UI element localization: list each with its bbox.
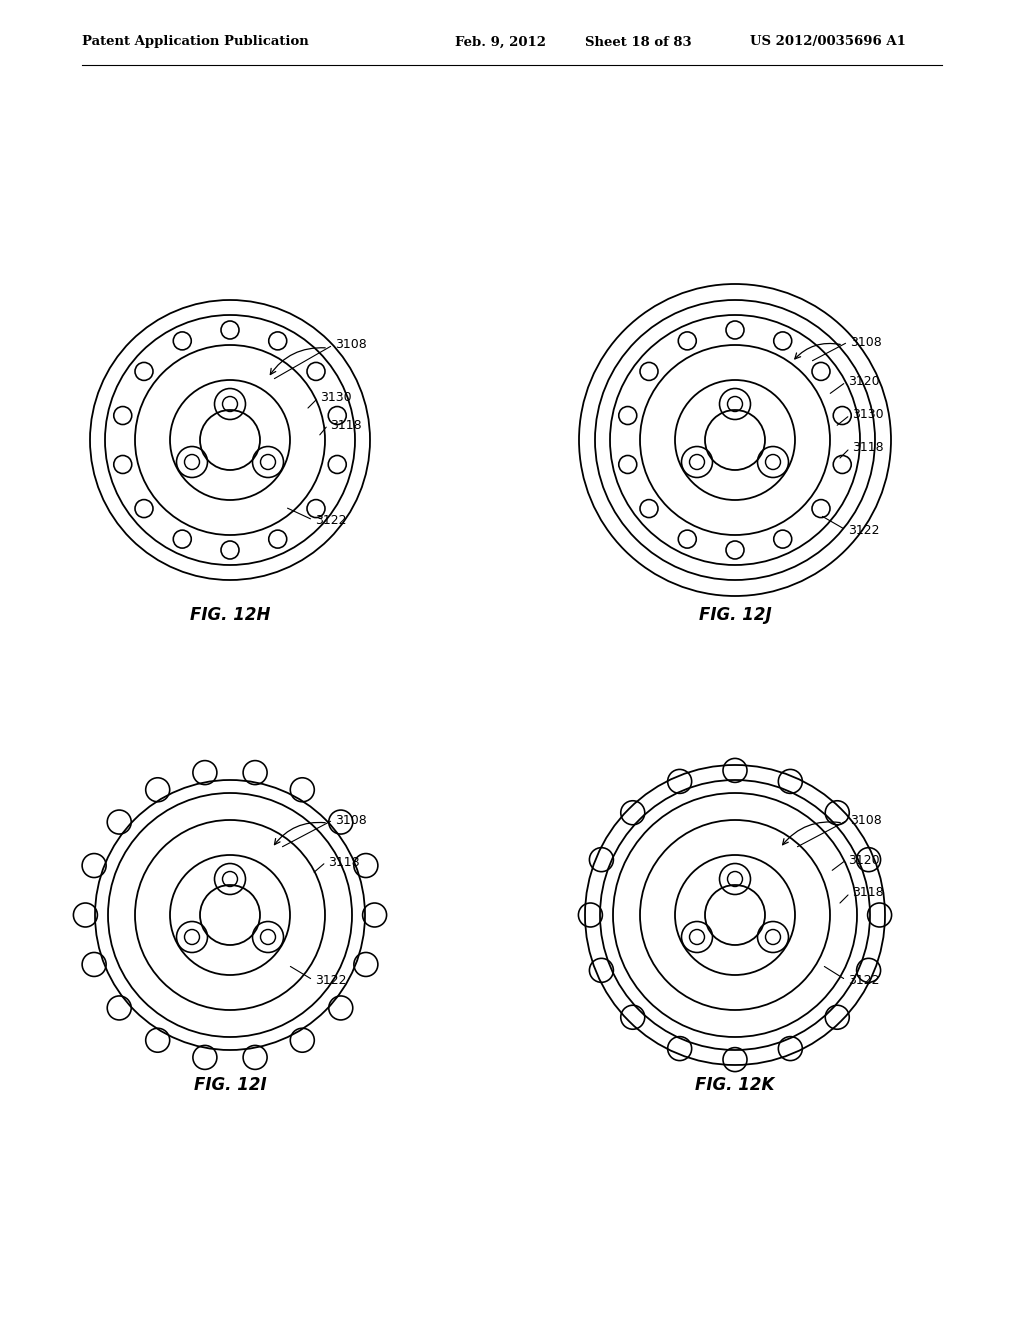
Text: FIG. 12J: FIG. 12J	[698, 606, 771, 624]
Text: 3130: 3130	[852, 408, 884, 421]
Text: 3120: 3120	[848, 854, 880, 866]
Text: 3108: 3108	[335, 813, 367, 826]
Text: FIG. 12H: FIG. 12H	[189, 606, 270, 624]
Text: Feb. 9, 2012: Feb. 9, 2012	[455, 36, 546, 49]
Text: 3118: 3118	[852, 887, 884, 899]
Text: 3108: 3108	[850, 335, 882, 348]
Text: 3130: 3130	[319, 392, 351, 404]
Text: 3118: 3118	[330, 418, 361, 432]
Text: 3122: 3122	[315, 513, 346, 527]
Text: 3118: 3118	[852, 441, 884, 454]
Text: 3122: 3122	[848, 974, 880, 986]
Text: 3122: 3122	[848, 524, 880, 536]
Text: FIG. 12I: FIG. 12I	[194, 1076, 266, 1094]
Text: FIG. 12K: FIG. 12K	[695, 1076, 775, 1094]
Text: 3122: 3122	[315, 974, 346, 986]
Text: 3108: 3108	[850, 813, 882, 826]
Text: 3108: 3108	[335, 338, 367, 351]
Text: Patent Application Publication: Patent Application Publication	[82, 36, 309, 49]
Text: Sheet 18 of 83: Sheet 18 of 83	[585, 36, 691, 49]
Text: US 2012/0035696 A1: US 2012/0035696 A1	[750, 36, 906, 49]
Text: 3118: 3118	[328, 855, 359, 869]
Text: 3120: 3120	[848, 375, 880, 388]
